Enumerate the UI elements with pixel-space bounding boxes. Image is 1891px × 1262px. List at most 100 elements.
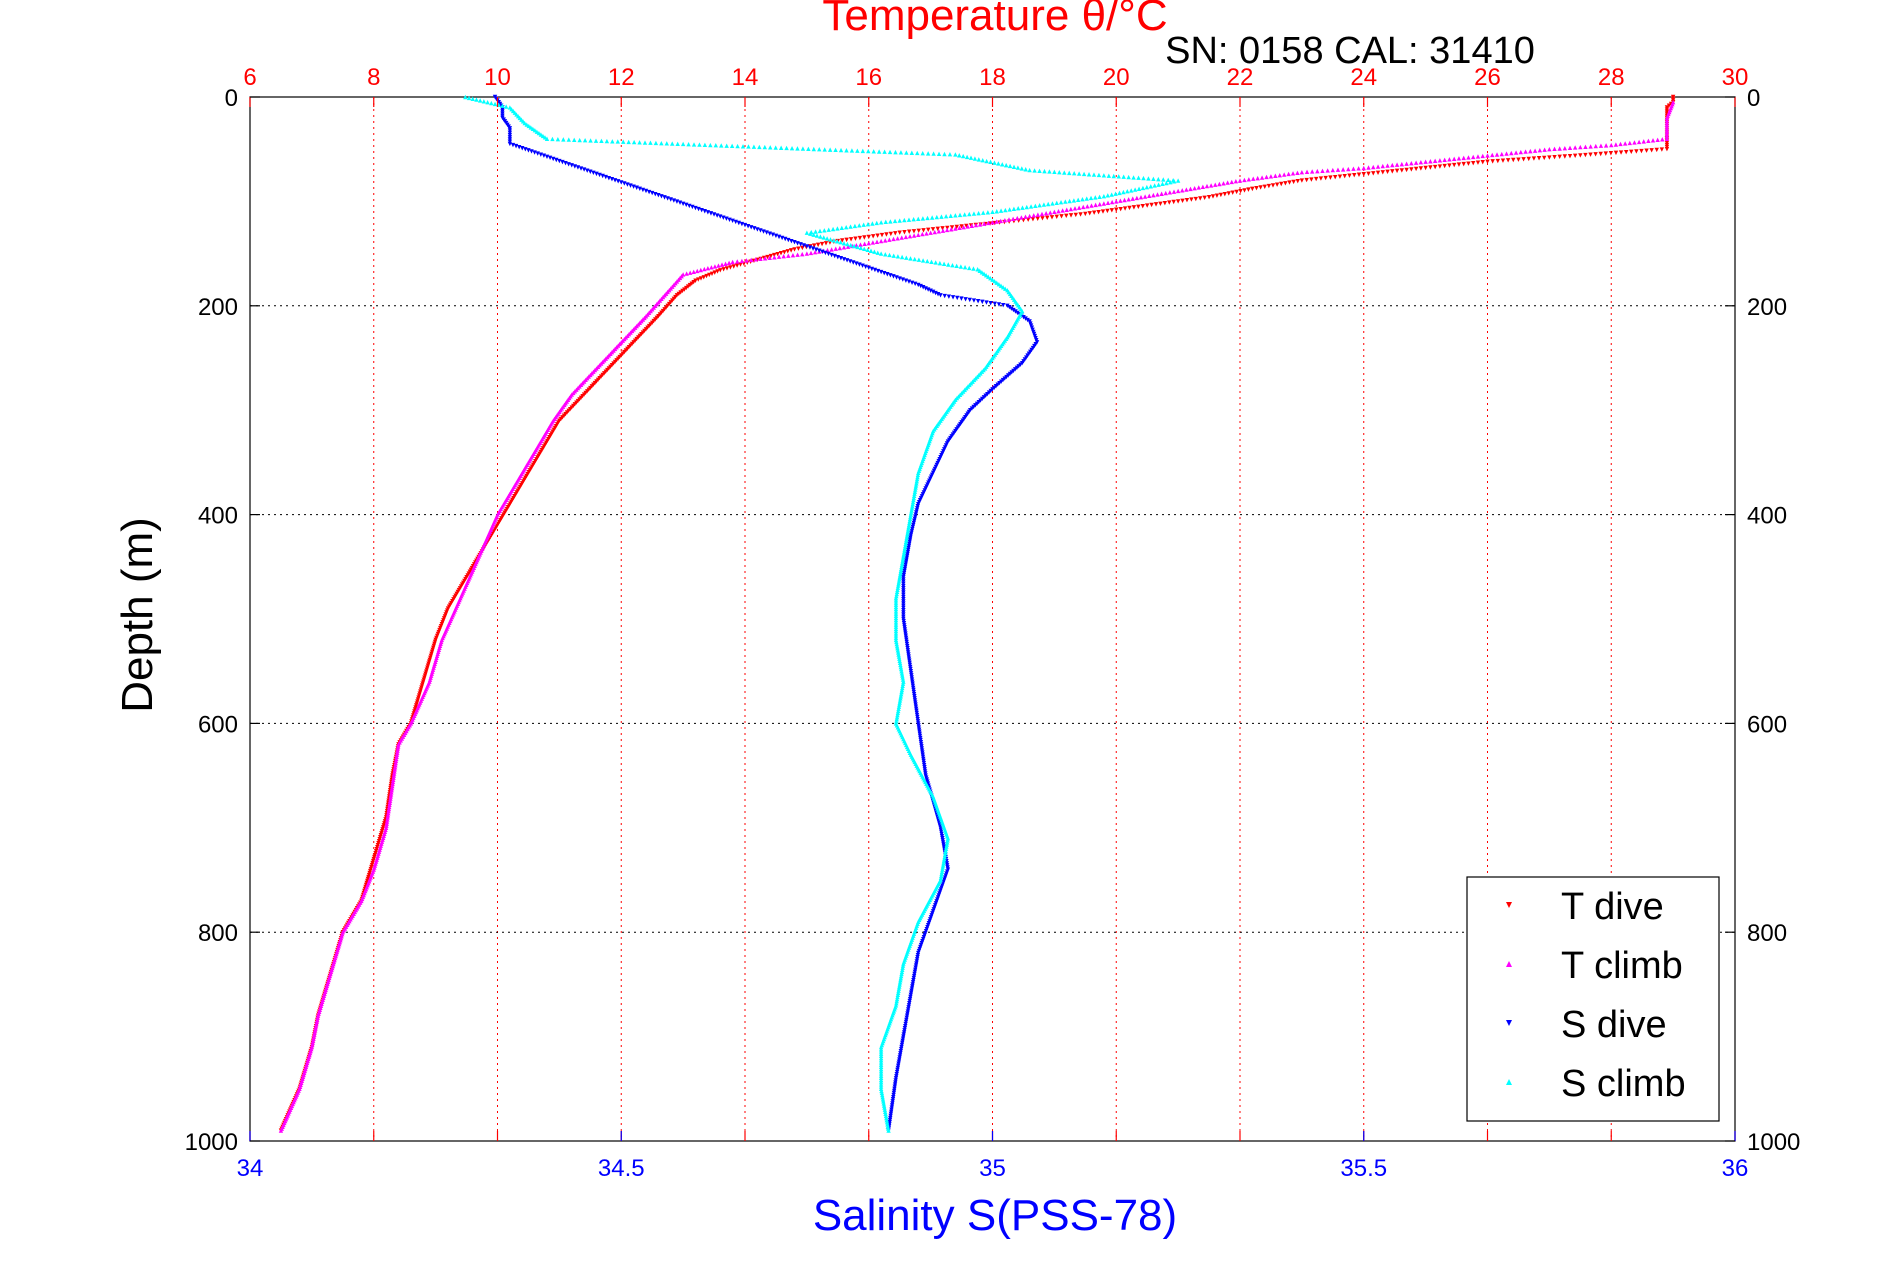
data-point (925, 258, 930, 264)
chart-title: Temperature θ/°C (822, 0, 1167, 40)
data-point (938, 293, 943, 298)
data-point (1200, 184, 1206, 189)
data-point (994, 209, 999, 214)
data-point (1627, 140, 1633, 146)
data-point (865, 247, 870, 253)
data-point (934, 214, 940, 220)
data-point (1246, 187, 1251, 192)
data-point (1432, 158, 1438, 163)
data-point (967, 297, 972, 303)
data-point (1118, 198, 1123, 203)
data-point (950, 262, 955, 268)
data-point (808, 250, 814, 256)
data-point (955, 295, 960, 301)
data-point (748, 257, 754, 263)
data-point (1342, 173, 1347, 179)
data-point (1270, 183, 1276, 188)
data-point (1226, 191, 1231, 196)
data-point (996, 161, 1001, 166)
data-point (862, 235, 867, 240)
data-point (1475, 154, 1481, 159)
data-point (1511, 157, 1516, 163)
data-point (544, 136, 550, 141)
data-point (1664, 122, 1670, 128)
data-point (967, 211, 972, 217)
data-point (887, 237, 892, 242)
data-point (1071, 198, 1077, 203)
data-point (994, 219, 999, 224)
data-point (1122, 197, 1127, 203)
data-point (891, 236, 896, 242)
data-point (1485, 159, 1490, 164)
data-point (1494, 152, 1500, 157)
data-point (975, 267, 980, 272)
data-point (902, 217, 907, 223)
data-point (1166, 177, 1171, 183)
data-point (1283, 181, 1288, 186)
data-point (1608, 151, 1614, 156)
data-point (740, 144, 746, 149)
data-point (953, 152, 958, 157)
data-point (920, 258, 926, 263)
data-point (903, 234, 909, 240)
data-point (1075, 197, 1081, 202)
data-point (1091, 210, 1097, 215)
data-point (988, 276, 993, 281)
data-point (1153, 202, 1159, 207)
data-point (1547, 147, 1552, 152)
data-point (712, 270, 717, 275)
data-point (1664, 134, 1670, 139)
data-point (984, 300, 989, 305)
data-point (983, 273, 989, 278)
data-point (1664, 118, 1670, 123)
data-point (962, 265, 968, 270)
data-point (1149, 202, 1154, 208)
data-point (1666, 103, 1672, 108)
data-point (1598, 151, 1603, 157)
data-point (899, 235, 904, 240)
data-point (852, 223, 858, 229)
data-point (698, 276, 704, 281)
tick-label-salinity: 34 (237, 1155, 264, 1182)
data-point (1451, 162, 1457, 168)
data-point (800, 251, 805, 257)
data-point (921, 228, 926, 233)
data-point (1096, 209, 1101, 215)
data-point (942, 151, 947, 157)
data-point (1509, 150, 1514, 156)
data-point (507, 139, 513, 144)
data-point (691, 142, 697, 147)
data-point (734, 263, 740, 268)
data-point (1188, 186, 1193, 192)
data-point (1313, 176, 1319, 182)
data-point (933, 260, 938, 265)
data-point (1356, 172, 1362, 177)
data-point (1076, 205, 1082, 210)
data-point (1567, 145, 1573, 151)
data-point (631, 139, 637, 145)
data-point (685, 284, 691, 289)
data-point (1078, 212, 1083, 217)
data-point (1132, 187, 1138, 192)
data-point (907, 234, 913, 239)
data-point (841, 245, 847, 250)
data-point (1238, 188, 1243, 194)
data-point (984, 158, 989, 164)
data-point (1043, 211, 1049, 216)
data-point (960, 153, 966, 159)
data-point (950, 295, 956, 300)
data-point (986, 220, 991, 226)
data-point (1221, 181, 1226, 186)
data-point (961, 224, 966, 230)
data-point (833, 246, 838, 251)
data-point (1634, 149, 1639, 154)
tick-label-temperature: 26 (1474, 64, 1501, 91)
data-point (979, 270, 985, 275)
data-point (730, 259, 735, 265)
data-point (1000, 162, 1005, 167)
data-point (1007, 207, 1012, 212)
data-point (1456, 162, 1462, 167)
data-point (744, 258, 749, 263)
data-point (925, 215, 930, 221)
